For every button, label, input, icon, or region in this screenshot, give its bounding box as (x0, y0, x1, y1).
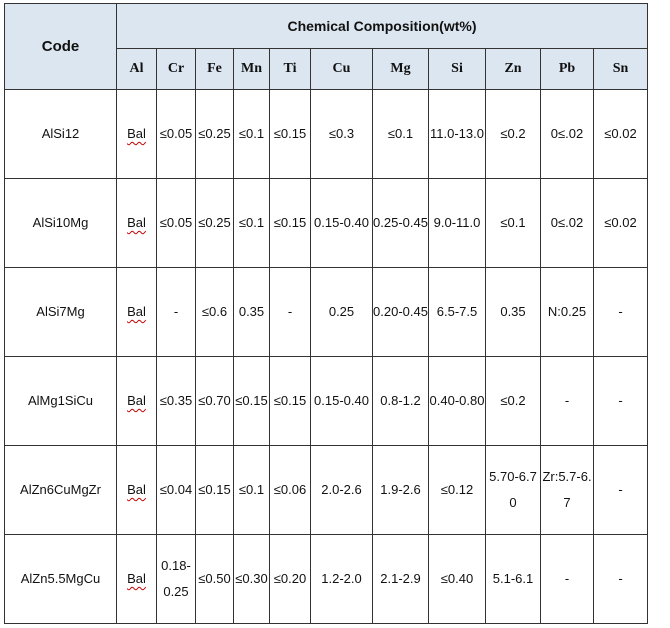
element-header-si: Si (428, 48, 486, 90)
cell-value: 0.35 (233, 267, 270, 357)
cell-value: - (593, 267, 648, 357)
cell-value: Bal (127, 393, 146, 408)
cell-value: N:0.25 (540, 267, 594, 357)
cell-value: ≤0.50 (195, 534, 234, 624)
cell-value: 5.1-6.1 (485, 534, 541, 624)
cell-value: ≤0.05 (156, 89, 196, 179)
cell-value: ≤0.2 (485, 356, 541, 446)
element-header-ti: Ti (269, 48, 311, 90)
cell-value: ≤0.70 (195, 356, 234, 446)
element-header-mn: Mn (233, 48, 270, 90)
code-header: Code (4, 3, 117, 90)
cell-value: 2.0-2.6 (310, 445, 373, 535)
cell-value: ≤0.05 (156, 178, 196, 268)
cell-value: ≤0.15 (269, 356, 311, 446)
cell-value: Bal (127, 571, 146, 586)
cell-value: 6.5-7.5 (428, 267, 486, 357)
cell-value: Bal (127, 215, 146, 230)
cell-value: ≤0.12 (428, 445, 486, 535)
cell-value: - (269, 267, 311, 357)
element-header-pb: Pb (540, 48, 594, 90)
alloy-code: AlSi7Mg (4, 267, 117, 357)
cell-value: 1.2-2.0 (310, 534, 373, 624)
alloy-code: AlSi12 (4, 89, 117, 179)
cell-value: ≤0.02 (593, 89, 648, 179)
cell-value: ≤0.30 (233, 534, 270, 624)
cell-value: - (540, 534, 594, 624)
cell-value: Bal (127, 126, 146, 141)
table-row: AlZn6CuMgZr Bal ≤0.04 ≤0.15 ≤0.1 ≤0.06 2… (4, 445, 648, 535)
cell-value: 2.1-2.9 (372, 534, 429, 624)
element-header-row: Al Cr Fe Mn Ti Cu Mg Si Zn Pb Sn (4, 48, 648, 90)
cell-value: ≤0.25 (195, 89, 234, 179)
cell-value: 9.0-11.0 (428, 178, 486, 268)
cell-value: - (156, 267, 196, 357)
cell-value: ≤0.06 (269, 445, 311, 535)
cell-value: 1.9-2.6 (372, 445, 429, 535)
cell-value: 0.25-0.45 (372, 178, 429, 268)
element-header-cr: Cr (156, 48, 196, 90)
cell-value: ≤0.15 (233, 356, 270, 446)
cell-value: ≤0.1 (372, 89, 429, 179)
element-header-zn: Zn (485, 48, 541, 90)
cell-value: 0.20-0.45 (372, 267, 429, 357)
cell-value: ≤0.35 (156, 356, 196, 446)
cell-value: ≤0.15 (269, 89, 311, 179)
table-row: AlMg1SiCu Bal ≤0.35 ≤0.70 ≤0.15 ≤0.15 0.… (4, 356, 648, 446)
cell-value: Bal (127, 304, 146, 319)
cell-value: ≤0.3 (310, 89, 373, 179)
cell-value: 0.15-0.40 (310, 178, 373, 268)
cell-value: ≤0.15 (195, 445, 234, 535)
cell-value: 0.18-0.25 (156, 534, 196, 624)
cell-value: 0.35 (485, 267, 541, 357)
cell-value: ≤0.25 (195, 178, 234, 268)
cell-value: ≤0.02 (593, 178, 648, 268)
cell-value: 0.15-0.40 (310, 356, 373, 446)
element-header-cu: Cu (310, 48, 373, 90)
cell-value: Bal (127, 482, 146, 497)
cell-value: 5.70-6.70 (485, 445, 541, 535)
element-header-sn: Sn (593, 48, 648, 90)
element-header-fe: Fe (195, 48, 234, 90)
cell-value: 0.40-0.80 (428, 356, 486, 446)
composition-table-container: Code Chemical Composition(wt%) Al Cr Fe … (4, 3, 648, 624)
alloy-code: AlMg1SiCu (4, 356, 117, 446)
cell-value: - (540, 356, 594, 446)
cell-value: ≤0.40 (428, 534, 486, 624)
alloy-code: AlZn5.5MgCu (4, 534, 117, 624)
composition-header: Chemical Composition(wt%) (116, 3, 648, 49)
table-row: AlSi7Mg Bal - ≤0.6 0.35 - 0.25 0.20-0.45… (4, 267, 648, 357)
cell-value: ≤0.6 (195, 267, 234, 357)
cell-value: 0≤.02 (540, 178, 594, 268)
table-row: AlZn5.5MgCu Bal 0.18-0.25 ≤0.50 ≤0.30 ≤0… (4, 534, 648, 624)
cell-value: ≤0.04 (156, 445, 196, 535)
cell-value: - (593, 445, 648, 535)
table-row: AlSi10Mg Bal ≤0.05 ≤0.25 ≤0.1 ≤0.15 0.15… (4, 178, 648, 268)
cell-value: ≤0.15 (269, 178, 311, 268)
alloy-code: AlSi10Mg (4, 178, 117, 268)
element-header-mg: Mg (372, 48, 429, 90)
alloy-code: AlZn6CuMgZr (4, 445, 117, 535)
cell-value: 0≤.02 (540, 89, 594, 179)
composition-table: Code Chemical Composition(wt%) Al Cr Fe … (4, 3, 648, 624)
cell-value: - (593, 356, 648, 446)
cell-value: ≤0.20 (269, 534, 311, 624)
cell-value: 0.8-1.2 (372, 356, 429, 446)
cell-value: ≤0.1 (233, 178, 270, 268)
cell-value: ≤0.1 (233, 89, 270, 179)
element-header-al: Al (116, 48, 157, 90)
cell-value: 11.0-13.0 (428, 89, 486, 179)
cell-value: ≤0.1 (485, 178, 541, 268)
table-row: AlSi12 Bal ≤0.05 ≤0.25 ≤0.1 ≤0.15 ≤0.3 ≤… (4, 89, 648, 179)
cell-value: - (593, 534, 648, 624)
cell-value: ≤0.2 (485, 89, 541, 179)
cell-value: 0.25 (310, 267, 373, 357)
cell-value: ≤0.1 (233, 445, 270, 535)
cell-value: Zr:5.7-6.7 (540, 445, 594, 535)
